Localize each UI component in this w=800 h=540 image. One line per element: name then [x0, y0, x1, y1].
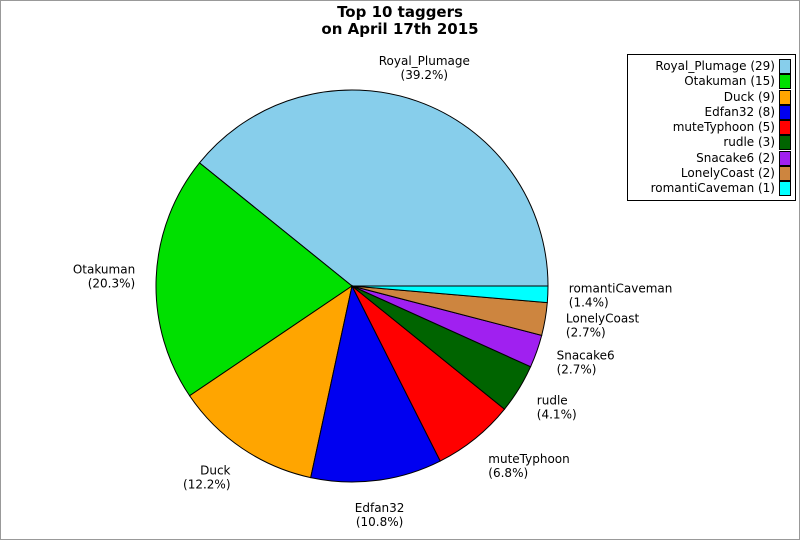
legend-swatch — [779, 89, 791, 105]
legend-row-LonelyCoast: LonelyCoast (2) — [632, 165, 791, 181]
chart-title: Top 10 taggers on April 17th 2015 — [1, 4, 799, 38]
pie-slice-Edfan32 — [310, 284, 441, 483]
chart-title-line1: Top 10 taggers — [337, 3, 463, 21]
slice-label-percent: (1.4%) — [568, 295, 609, 310]
legend-swatch — [779, 165, 791, 181]
slice-label-Otakuman: Otakuman (20.3%) — [73, 262, 135, 290]
slice-label-name: Edfan32 — [354, 501, 405, 516]
pie-slice-romantiCaveman — [351, 285, 549, 304]
legend-swatch — [779, 135, 791, 151]
legend-label: Royal_Plumage (29) — [655, 59, 775, 73]
legend-row-Edfan32: Edfan32 (8) — [632, 104, 791, 120]
slice-label-percent: (2.7%) — [565, 325, 606, 340]
slice-label-percent: (20.3%) — [87, 276, 136, 291]
legend-row-Otakuman: Otakuman (15) — [632, 74, 791, 90]
slice-label-LonelyCoast: LonelyCoast (2.7%) — [566, 311, 639, 339]
legend-swatch — [779, 74, 791, 90]
slice-label-romantiCaveman: romantiCaveman (1.4%) — [569, 282, 673, 310]
slice-label-name: Royal_Plumage — [378, 54, 470, 69]
legend-swatch — [779, 150, 791, 166]
legend-swatch — [779, 59, 791, 74]
slice-label-Snacake6: Snacake6 (2.7%) — [557, 349, 615, 377]
slice-label-name: romantiCaveman — [568, 281, 673, 296]
slice-label-name: Otakuman — [72, 262, 136, 277]
legend-row-Duck: Duck (9) — [632, 89, 791, 105]
legend-row-romantiCaveman: romantiCaveman (1) — [632, 181, 791, 196]
slice-label-name: Snacake6 — [556, 348, 615, 363]
slice-label-name: rudle — [536, 393, 568, 408]
slice-label-muteTyphoon: muteTyphoon (6.8%) — [488, 452, 569, 480]
pie-slice-Otakuman — [155, 162, 353, 397]
legend-swatch — [779, 104, 791, 120]
slice-label-Duck: Duck (12.2%) — [183, 463, 230, 491]
slice-label-percent: (2.7%) — [556, 362, 597, 377]
slice-label-percent: (10.8%) — [355, 515, 404, 530]
legend-label: Snacake6 (2) — [696, 150, 775, 165]
slice-label-name: LonelyCoast — [565, 311, 640, 326]
slice-label-name: Duck — [200, 463, 231, 478]
slice-label-percent: (6.8%) — [488, 465, 529, 480]
slice-label-percent: (4.1%) — [536, 407, 577, 422]
legend: Royal_Plumage (29) Otakuman (15) Duck (9) E… — [627, 54, 796, 201]
slice-label-Royal_Plumage: Royal_Plumage (39.2%) — [379, 54, 470, 82]
slice-label-Edfan32: Edfan32 (10.8%) — [355, 501, 405, 529]
legend-label: romantiCaveman (1) — [650, 181, 775, 195]
pie-slice-Duck — [188, 284, 353, 479]
legend-label: LonelyCoast (2) — [680, 165, 775, 180]
chart-title-line2: on April 17th 2015 — [321, 20, 479, 38]
legend-label: muteTyphoon (5) — [672, 120, 775, 134]
legend-swatch — [779, 181, 791, 196]
legend-swatch — [779, 120, 791, 135]
legend-label: rudle (3) — [723, 135, 775, 150]
legend-label: Duck (9) — [723, 89, 775, 104]
legend-row-Royal_Plumage: Royal_Plumage (29) — [632, 59, 791, 74]
legend-row-Snacake6: Snacake6 (2) — [632, 150, 791, 166]
pie-slice-Royal_Plumage — [198, 89, 549, 287]
legend-row-muteTyphoon: muteTyphoon (5) — [632, 120, 791, 135]
slice-label-percent: (12.2%) — [183, 477, 231, 492]
slice-label-rudle: rudle (4.1%) — [537, 393, 577, 421]
slice-label-percent: (39.2%) — [400, 68, 449, 83]
legend-label: Otakuman (15) — [684, 74, 775, 89]
legend-row-rudle: rudle (3) — [632, 135, 791, 151]
slice-label-name: muteTyphoon — [488, 451, 570, 466]
legend-label: Edfan32 (8) — [704, 104, 775, 119]
